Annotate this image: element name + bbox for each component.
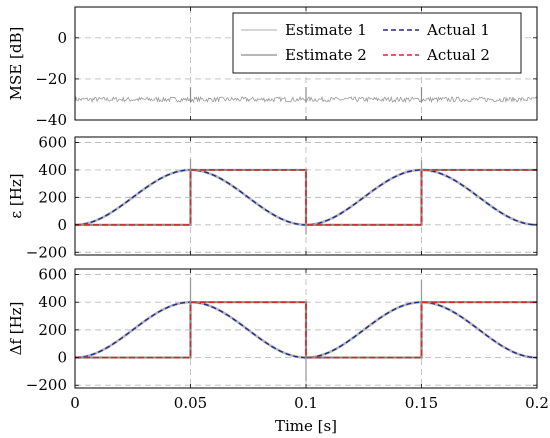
panel-2: −200 0 200 400 600 ε [Hz] — [7, 133, 538, 261]
ytick-label: −40 — [35, 111, 67, 129]
ytick-label: 600 — [38, 266, 67, 284]
plot-area — [75, 87, 537, 104]
ytick-label: −200 — [26, 376, 67, 394]
xtick-label: 0.2 — [525, 394, 549, 412]
y-axis-label: ε [Hz] — [7, 173, 25, 218]
series-estimate-2 — [75, 301, 537, 359]
plot-area — [75, 158, 537, 235]
y-axis-label: Δf [Hz] — [7, 302, 25, 356]
ytick-label: 400 — [38, 293, 67, 311]
y-axis-label: MSE [dB] — [7, 27, 25, 101]
ytick-label: −200 — [26, 243, 67, 261]
ytick-label: 200 — [38, 321, 67, 339]
ytick-label: −20 — [35, 70, 67, 88]
ytick-label: 200 — [38, 188, 67, 206]
legend-label: Estimate 2 — [285, 46, 367, 64]
legend-label: Estimate 1 — [285, 21, 367, 39]
ytick-label: 600 — [38, 133, 67, 151]
legend-label: Actual 2 — [426, 46, 490, 64]
ytick-label: 0 — [57, 216, 67, 234]
ytick-label: 0 — [57, 29, 67, 47]
xtick-label: 0 — [70, 394, 80, 412]
ytick-label: 0 — [57, 349, 67, 367]
series-estimate-2 — [75, 168, 537, 226]
xtick-label: 0.05 — [174, 394, 207, 412]
legend-label: Actual 1 — [426, 21, 490, 39]
legend-box — [232, 12, 522, 74]
x-axis-label: Time [s] — [275, 417, 337, 435]
ytick-label: 400 — [38, 161, 67, 179]
plot-area — [75, 277, 537, 382]
xtick-label: 0.1 — [294, 394, 318, 412]
xtick-label: 0.15 — [405, 394, 438, 412]
legend: Estimate 1 Actual 1 Estimate 2 Actual 2 — [232, 12, 522, 74]
